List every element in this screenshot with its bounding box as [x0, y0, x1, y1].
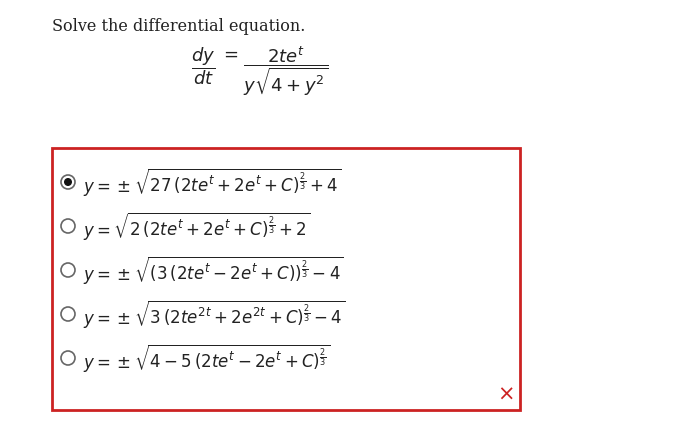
Text: $y = \pm\sqrt{27\,(2te^t + 2e^t + C)^{\frac{2}{3}} + 4}$: $y = \pm\sqrt{27\,(2te^t + 2e^t + C)^{\f…	[83, 166, 342, 198]
Bar	[52, 148, 520, 410]
Text: $y = \pm\sqrt{(3\,(2te^t - 2e^t + C))^{\frac{2}{3}} - 4}$: $y = \pm\sqrt{(3\,(2te^t - 2e^t + C))^{\…	[83, 254, 344, 286]
Circle shape	[61, 263, 75, 277]
Text: $\dfrac{2te^t}{y\sqrt{4+y^2}}$: $\dfrac{2te^t}{y\sqrt{4+y^2}}$	[243, 45, 328, 99]
Text: $=$: $=$	[220, 45, 239, 63]
Text: Solve the differential equation.: Solve the differential equation.	[52, 18, 305, 35]
Text: $\dfrac{dy}{dt}$: $\dfrac{dy}{dt}$	[190, 45, 215, 87]
Circle shape	[61, 351, 75, 365]
Circle shape	[61, 175, 75, 189]
Text: $y = \sqrt{2\,(2te^t + 2e^t + C)^{\frac{2}{3}} + 2}$: $y = \sqrt{2\,(2te^t + 2e^t + C)^{\frac{…	[83, 210, 310, 242]
Text: $y = \pm\sqrt{3\,(2te^{2t} + 2e^{2t} + C)^{\frac{2}{3}} - 4}$: $y = \pm\sqrt{3\,(2te^{2t} + 2e^{2t} + C…	[83, 298, 346, 330]
Circle shape	[61, 307, 75, 321]
Text: $\times$: $\times$	[498, 384, 514, 404]
Text: $y = \pm\sqrt{4 - 5\,(2te^t - 2e^t + C)^{\frac{2}{3}}}$: $y = \pm\sqrt{4 - 5\,(2te^t - 2e^t + C)^…	[83, 342, 331, 374]
Circle shape	[64, 178, 72, 186]
Circle shape	[61, 219, 75, 233]
